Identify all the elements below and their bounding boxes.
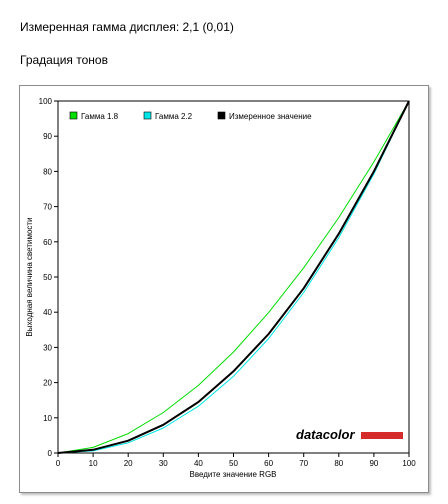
legend-label: Гамма 2.2 — [155, 112, 193, 121]
x-axis-label: Введите значение RGB — [189, 470, 276, 479]
tone-response-chart: 0 10 20 30 40 50 60 70 80 90 100 0 10 20 30 40 50 60 70 80 9… — [25, 97, 416, 479]
measured-gamma-text: Измеренная гамма дисплея: 2,1 (0,01) — [20, 20, 234, 34]
y-tick-label: 80 — [43, 167, 52, 176]
y-tick-label: 70 — [43, 203, 52, 212]
chart-panel: 0 10 20 30 40 50 60 70 80 90 100 0 10 20 30 40 50 60 70 80 9… — [19, 85, 429, 493]
y-tick-label: 100 — [39, 97, 53, 106]
x-tick-label: 40 — [194, 459, 203, 468]
y-tick-label: 60 — [43, 238, 52, 247]
section-title: Градация тонов — [20, 53, 108, 67]
series-line-2 — [57, 100, 410, 454]
x-tick-label: 100 — [402, 459, 416, 468]
legend: Гамма 1.8 Гамма 2.2 Измеренное значение — [69, 111, 312, 121]
plot-area — [57, 100, 410, 454]
x-tick-label: 70 — [299, 459, 308, 468]
y-tick-label: 90 — [43, 132, 52, 141]
y-tick-label: 10 — [43, 414, 52, 423]
x-tick-label: 60 — [264, 459, 273, 468]
legend-swatch — [143, 111, 152, 120]
y-tick-label: 0 — [48, 449, 53, 458]
legend-label: Гамма 1.8 — [81, 112, 119, 121]
legend-label: Измеренное значение — [229, 112, 312, 121]
x-tick-label: 50 — [229, 459, 238, 468]
x-tick-label: 10 — [89, 459, 98, 468]
y-tick-label: 40 — [43, 308, 52, 317]
y-tick-label: 20 — [43, 379, 52, 388]
x-tick-label: 0 — [56, 459, 61, 468]
x-tick-label: 20 — [124, 459, 133, 468]
x-tick-label: 90 — [369, 459, 378, 468]
series-line-3 — [57, 100, 410, 454]
legend-swatch — [217, 111, 226, 120]
datacolor-logo: datacolor — [296, 427, 403, 442]
y-axis-label: Выходная величина светимости — [25, 217, 34, 336]
x-tick-label: 80 — [334, 459, 343, 468]
legend-swatch — [69, 111, 78, 120]
x-tick-label: 30 — [159, 459, 168, 468]
y-tick-label: 50 — [43, 273, 52, 282]
series-line-1 — [57, 100, 410, 454]
svg-text:datacolor: datacolor — [296, 427, 355, 442]
y-tick-label: 30 — [43, 343, 52, 352]
